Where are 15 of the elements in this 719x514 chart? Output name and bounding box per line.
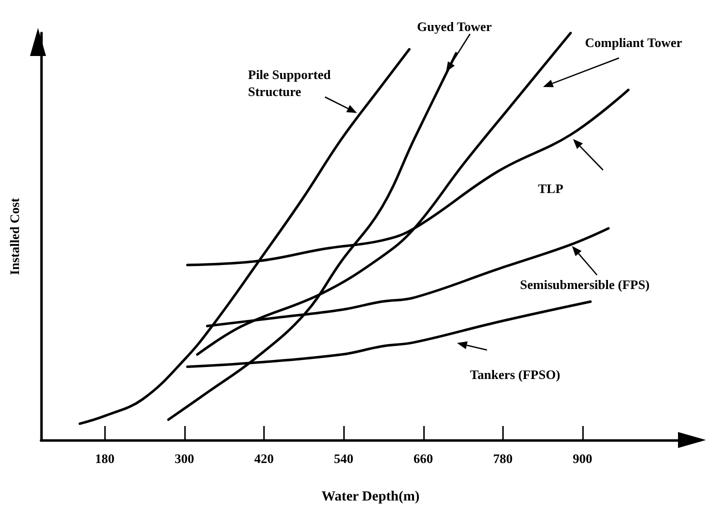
text: Tankers (FPSO): [470, 367, 560, 382]
x-tick-label: 780: [493, 451, 513, 466]
x-tick-label: 180: [94, 451, 114, 466]
x-tick-label: 900: [572, 451, 592, 466]
x-tick-label: 540: [334, 451, 354, 466]
text: TLP: [538, 181, 564, 196]
x-tick-label: 420: [254, 451, 274, 466]
x-tick-label: 300: [174, 451, 194, 466]
x-tick-label: 660: [414, 451, 434, 466]
legend-label: Semisubmersible (FPS): [520, 277, 650, 292]
text: Pile Supported Structure: [248, 67, 334, 99]
y-axis-title: Installed Cost: [7, 197, 22, 275]
x-axis-title: Water Depth(m): [321, 490, 420, 504]
text: Guyed Tower: [417, 19, 492, 34]
series-label: Compliant Tower: [585, 35, 682, 50]
